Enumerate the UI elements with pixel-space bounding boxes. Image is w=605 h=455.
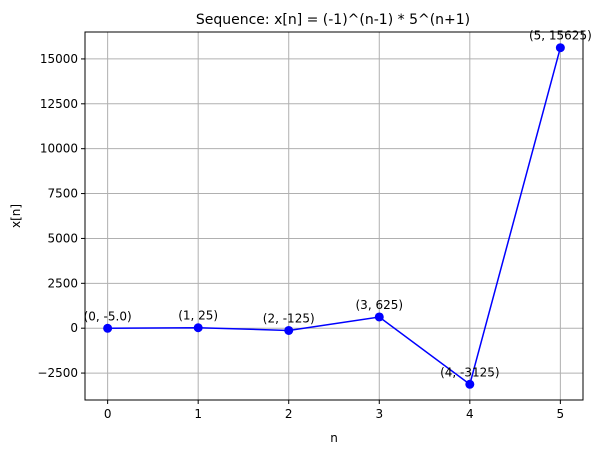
- x-tick-label: 1: [194, 407, 202, 421]
- y-tick-label: 0: [70, 321, 78, 335]
- x-axis-label: n: [330, 431, 338, 445]
- y-tick-label: 7500: [47, 187, 78, 201]
- data-point: [103, 323, 113, 333]
- y-tick-label: 15000: [40, 52, 78, 66]
- data-point: [465, 379, 475, 389]
- data-label: (0, -5.0): [84, 309, 132, 323]
- data-point: [284, 325, 294, 335]
- data-point: [555, 43, 565, 53]
- y-tick-label: 12500: [40, 97, 78, 111]
- data-label: (5, 15625): [529, 29, 592, 43]
- x-tick-label: 3: [375, 407, 383, 421]
- x-tick-label: 2: [285, 407, 293, 421]
- y-axis-label: x[n]: [9, 204, 23, 228]
- data-point: [374, 312, 384, 322]
- series: (0, -5.0) (1, 25) (2, -125) (3, 625) (4, -31…: [84, 29, 592, 389]
- y-ticks: −2500 0 2500 5000 7500 10000 12500 15000: [37, 52, 85, 380]
- x-ticks: 0 1 2 3 4 5: [104, 400, 564, 421]
- y-tick-label: 2500: [47, 276, 78, 290]
- series-line: [107, 47, 562, 386]
- grid: [85, 32, 583, 400]
- data-label: (4, -3125): [440, 365, 500, 379]
- plot-frame: [84, 31, 584, 401]
- y-tick-label: −2500: [37, 366, 78, 380]
- chart-title: Sequence: x[n] = (-1)^(n-1) * 5^(n+1): [196, 12, 470, 28]
- x-tick-label: 0: [104, 407, 112, 421]
- data-point: [193, 323, 203, 333]
- y-tick-label: 5000: [47, 231, 78, 245]
- x-tick-label: 5: [557, 407, 565, 421]
- data-label: (3, 625): [356, 298, 404, 312]
- x-tick-label: 4: [466, 407, 474, 421]
- data-label: (2, -125): [263, 311, 315, 325]
- data-label: (1, 25): [178, 309, 218, 323]
- y-tick-label: 10000: [40, 142, 78, 156]
